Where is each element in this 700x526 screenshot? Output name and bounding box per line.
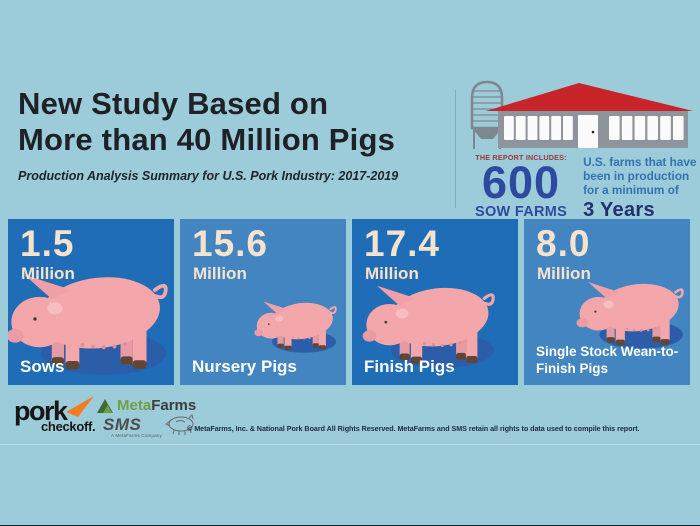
orange-check-swoosh-icon (66, 396, 94, 417)
barn-illustration (462, 76, 698, 153)
pig-illustration (254, 301, 337, 354)
feed-silo-icon (470, 80, 504, 149)
stat-label: Nursery Pigs (192, 357, 297, 376)
stat-unit: Million (537, 264, 591, 283)
pig-illustration (576, 281, 684, 349)
stat-unit: Million (21, 264, 75, 283)
card-finish-pigs: 17.4 Million Finish Pigs (352, 219, 518, 385)
metafarms-word: MetaFarms (117, 397, 197, 414)
stat-value: 15.6 (192, 223, 269, 264)
sms-word: SMS (103, 415, 142, 434)
barn-icon (470, 80, 693, 149)
stat-unit: Million (193, 264, 247, 283)
title-block: New Study Based on More than 40 Million … (18, 86, 454, 183)
stat-label: Single Stock Wean-to-Finish Pigs (536, 344, 679, 376)
vertical-divider (455, 90, 456, 208)
stat-label: Sows (20, 357, 65, 376)
metafarms-mountain-icon (97, 399, 113, 413)
stat-cards: 1.5 Million Sows 15.6 Million (8, 219, 690, 385)
checkoff-logo-word: checkoff. (41, 419, 96, 434)
pig-illustration (8, 275, 168, 376)
pork-checkoff-logo: pork checkoff. (14, 396, 98, 434)
sow-farms-label: SOW FARMS (474, 204, 568, 220)
pig-illustration (362, 285, 495, 368)
pork-logo-word: pork (14, 396, 68, 426)
copyright-text: © MetaFarms, Inc. & National Pork Board … (187, 424, 640, 433)
card-sows: 1.5 Million Sows (8, 219, 174, 385)
footer-seam-line (0, 444, 700, 445)
card-wean-to-finish-pigs: 8.0 Million Single Stock Wean-to-Finish … (524, 219, 690, 385)
stat-value: 17.4 (364, 223, 441, 264)
pig-illustration-small (254, 296, 340, 355)
sow-farms-count: 600 (481, 157, 561, 208)
report-includes-label: THE REPORT INCLUDES: (475, 153, 567, 162)
sms-pig-sketch-icon (165, 414, 194, 435)
stat-label: Finish Pigs (364, 357, 455, 376)
report-summary: THE REPORT INCLUDES: 600 SOW FARMS U.S. … (467, 153, 699, 222)
pig-illustration-medium (362, 277, 500, 371)
years-text: 3 Years (583, 199, 655, 221)
pig-illustration-large (8, 264, 174, 379)
pig-illustration-medium-small (576, 275, 688, 351)
card-nursery-pigs: 15.6 Million Nursery Pigs (180, 219, 346, 385)
page-subtitle: Production Analysis Summary for U.S. Por… (18, 169, 399, 183)
report-count-block: THE REPORT INCLUDES: 600 SOW FARMS (467, 153, 575, 222)
stat-value: 8.0 (536, 223, 591, 264)
stat-unit: Million (365, 264, 419, 283)
sms-subtext: A MetaFarms Company (111, 433, 163, 438)
stat-value: 1.5 (20, 223, 75, 264)
page-title-line2: More than 40 Million Pigs (18, 122, 396, 157)
metafarms-sms-logo: MetaFarms SMS A MetaFarms Company (97, 397, 196, 438)
report-criteria-block: U.S. farms that have been in production … (583, 153, 699, 222)
page-title-line1: New Study Based on (18, 86, 329, 121)
farms-criteria-text: U.S. farms that have been in production … (583, 155, 697, 197)
